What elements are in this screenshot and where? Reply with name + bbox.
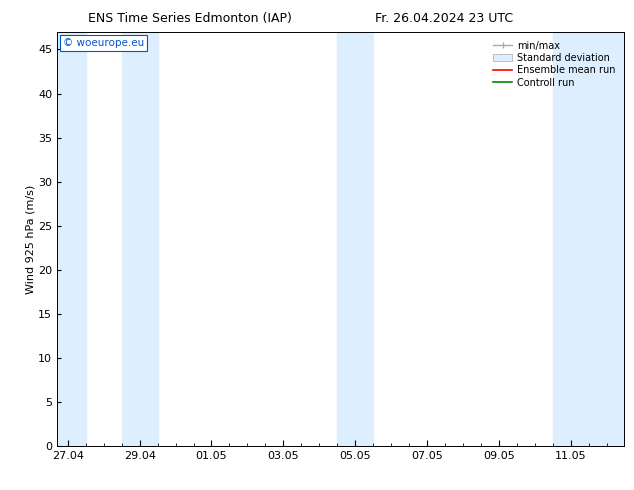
Bar [337,32,373,446]
Legend: min/max, Standard deviation, Ensemble mean run, Controll run: min/max, Standard deviation, Ensemble me… [489,37,619,92]
Y-axis label: Wind 925 hPa (m/s): Wind 925 hPa (m/s) [25,184,36,294]
Bar [553,32,624,446]
Text: © woeurope.eu: © woeurope.eu [63,38,144,48]
Bar [57,32,86,446]
Bar [122,32,158,446]
Text: Fr. 26.04.2024 23 UTC: Fr. 26.04.2024 23 UTC [375,12,513,25]
Text: ENS Time Series Edmonton (IAP): ENS Time Series Edmonton (IAP) [88,12,292,25]
